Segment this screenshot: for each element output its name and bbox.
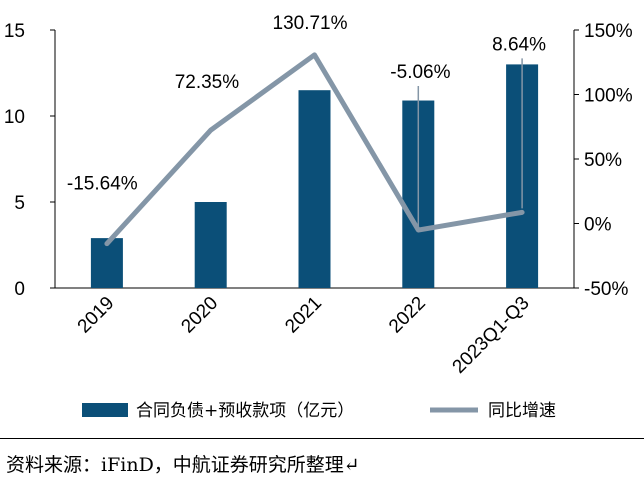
source-note: 资料来源：iFinD，中航证券研究所整理↵	[6, 454, 360, 476]
left-tick-label: 0	[14, 279, 25, 300]
category-label: 2020	[177, 293, 222, 338]
line-series	[104, 52, 525, 247]
category-labels: 2019 2020 2021 2022 2023Q1-Q3	[74, 293, 534, 378]
data-label: 8.64%	[492, 34, 546, 55]
legend-label-line: 同比增速	[488, 401, 556, 421]
category-label: 2021	[281, 293, 326, 338]
category-label: 2023Q1-Q3	[449, 293, 534, 378]
data-label: -5.06%	[390, 62, 450, 83]
source-divider	[0, 438, 644, 439]
left-axis-ticks: 0 5 10 15	[4, 21, 55, 300]
left-tick-label: 5	[14, 193, 25, 214]
legend-swatch-bar	[82, 403, 128, 417]
data-labels: -15.64% 72.35% 130.71% -5.06% 8.64%	[67, 13, 546, 227]
chart: 0 5 10 15 -50% 0% 50% 100% 150% -15.64% 72.35% 13…	[4, 13, 633, 421]
category-label: 2022	[385, 293, 430, 338]
data-label: -15.64%	[67, 174, 138, 195]
left-tick-label: 10	[4, 107, 25, 128]
left-tick-label: 15	[4, 21, 25, 42]
bar	[90, 238, 123, 288]
data-label: 130.71%	[273, 13, 348, 34]
growth-line	[104, 52, 525, 247]
right-tick-label: 150%	[584, 21, 633, 42]
bar	[194, 202, 227, 288]
legend: 合同负债+预收款项（亿元） 同比增速	[82, 401, 556, 421]
right-tick-label: 0%	[584, 215, 612, 236]
right-tick-label: -50%	[584, 279, 628, 300]
data-label: 72.35%	[175, 72, 240, 93]
right-tick-label: 100%	[584, 86, 633, 107]
bar-series	[90, 64, 539, 289]
right-tick-label: 50%	[584, 150, 622, 171]
bar	[298, 90, 331, 288]
right-axis-ticks: -50% 0% 50% 100% 150%	[574, 21, 633, 300]
legend-label-bar: 合同负债+预收款项（亿元）	[136, 401, 354, 421]
category-label: 2019	[74, 293, 119, 338]
